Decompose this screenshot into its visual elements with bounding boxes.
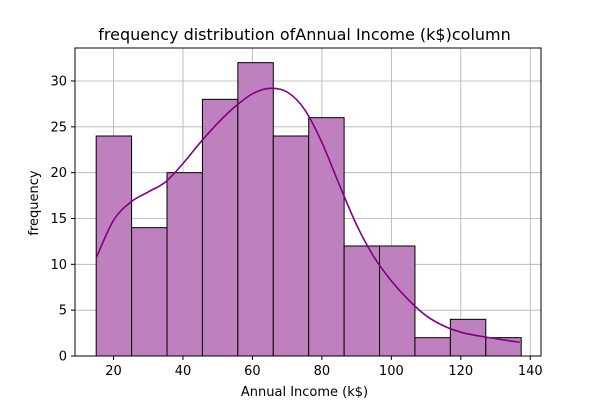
x-tick-label: 60: [244, 364, 261, 379]
y-tick-label: 25: [50, 120, 67, 135]
kde-curve: [95, 87, 520, 344]
plot-area: 20 40 60 80 100 120 140 0 5 10 15 20 25 30: [50, 47, 543, 379]
chart-title: frequency distribution ofAnnual Income (…: [98, 25, 511, 44]
x-tick-label: 120: [448, 364, 473, 379]
histogram-bar: [237, 62, 274, 357]
y-tick-label: 5: [59, 304, 67, 319]
y-tick-label: 20: [50, 166, 67, 181]
x-tick-label: 100: [379, 364, 404, 379]
histogram-bars: [95, 62, 522, 357]
histogram-bar: [166, 172, 203, 357]
y-tick-label: 15: [50, 212, 67, 227]
x-tick-label: 20: [105, 364, 122, 379]
y-tick-label: 30: [50, 75, 67, 90]
x-tick-label: 80: [314, 364, 331, 379]
histogram-bar: [414, 337, 451, 357]
x-axis-label: Annual Income (k$): [241, 385, 368, 400]
x-tick-label: 140: [518, 364, 543, 379]
x-tick-label: 40: [175, 364, 192, 379]
histogram-bar: [131, 227, 168, 357]
histogram-bar: [272, 135, 310, 357]
y-axis-ticks: 0 5 10 15 20 25 30: [50, 75, 75, 365]
x-axis-ticks: 20 40 60 80 100 120 140: [105, 356, 543, 379]
y-tick-label: 10: [50, 258, 67, 273]
histogram-bar: [201, 98, 239, 357]
y-tick-label: 0: [59, 350, 67, 365]
y-axis-label: frequency: [27, 170, 42, 236]
histogram-bar: [449, 318, 487, 357]
axes-frame: [74, 47, 542, 357]
histogram-bar: [343, 245, 381, 357]
histogram-bar: [308, 117, 345, 357]
